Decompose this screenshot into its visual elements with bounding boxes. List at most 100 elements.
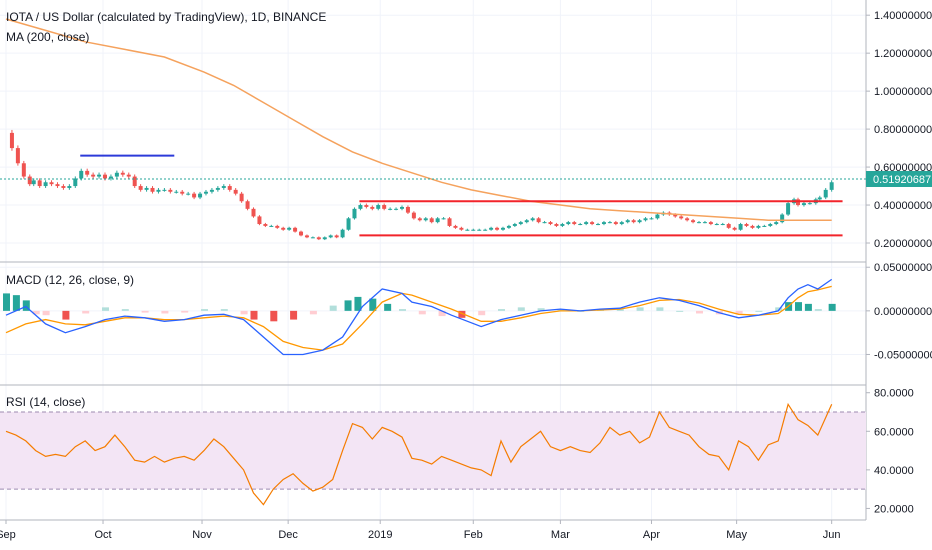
candle-body	[97, 174, 102, 177]
candle-body	[441, 218, 446, 220]
macd-histogram-bar	[676, 310, 684, 312]
time-tick-label: Nov	[192, 529, 212, 541]
macd-histogram-bar	[220, 309, 228, 311]
candle-body	[269, 225, 274, 227]
macd-histogram-bar	[3, 293, 10, 311]
candle-body	[465, 229, 470, 231]
candle-body	[708, 222, 713, 225]
candle-body	[79, 170, 84, 179]
candle-body	[489, 227, 494, 230]
candle-body	[495, 227, 500, 230]
candle-body	[536, 218, 541, 223]
candle-body	[459, 227, 464, 230]
macd-histogram-bar	[270, 310, 278, 322]
macd-histogram-bar	[795, 302, 802, 311]
macd-histogram-bar	[804, 303, 812, 311]
candle-body	[221, 186, 226, 188]
macd-histogram-bar	[636, 307, 644, 311]
macd-histogram-bar	[12, 295, 20, 311]
macd-histogram-bar	[814, 309, 822, 311]
macd-histogram-bar	[161, 310, 169, 314]
macd-histogram-bar	[735, 310, 743, 314]
candle-body	[697, 222, 701, 224]
last-price-bg	[866, 171, 932, 187]
candle-body	[281, 227, 286, 230]
candle-body	[483, 229, 488, 231]
time-tick-label: Feb	[464, 529, 483, 541]
macd-histogram-bar	[344, 300, 352, 311]
last-price-label: 0.51920687	[873, 174, 931, 186]
candle-body	[9, 132, 14, 149]
candle-body	[358, 205, 363, 209]
time-tick-label: Oct	[94, 529, 111, 541]
candle-body	[548, 222, 553, 225]
candle-body	[352, 208, 357, 219]
trendlines[interactable]	[80, 154, 843, 237]
macd-histogram-bar	[696, 310, 703, 314]
candle-body	[203, 191, 208, 194]
candle-body	[774, 222, 779, 225]
price-tick-label: 1.00000000	[874, 86, 932, 98]
candle-body	[607, 222, 612, 224]
candle-body	[423, 218, 428, 221]
candle-body	[209, 189, 214, 192]
candle-body	[174, 191, 179, 193]
candle-body	[780, 214, 785, 223]
macd-histogram-bar	[240, 310, 248, 315]
macd-tick-label: 0.05000000	[874, 262, 932, 274]
candle-body	[275, 225, 280, 228]
candle-body	[801, 203, 806, 206]
candle-body	[239, 193, 244, 202]
macd-histogram-bar	[828, 303, 836, 311]
candle-body	[471, 229, 476, 231]
candle-body	[61, 186, 66, 188]
macd-histogram-bar	[656, 307, 664, 311]
candle-body	[257, 216, 262, 225]
candle-body	[73, 178, 78, 187]
candle-body	[768, 224, 773, 226]
macd-indicator-label[interactable]: MACD (12, 26, close, 9)	[6, 273, 134, 287]
candle-body	[400, 206, 404, 209]
macd-histogram-bar	[384, 303, 392, 311]
candle-body	[233, 189, 238, 194]
rsi-indicator-label[interactable]: RSI (14, close)	[6, 395, 85, 409]
candle-body	[215, 187, 220, 190]
macd-histogram-bar	[517, 307, 525, 311]
candle-body	[738, 224, 743, 230]
rsi-axis[interactable]: 80.0000 60.0000 40.0000 20.0000	[866, 388, 914, 516]
rsi-tick-label: 60.0000	[874, 426, 914, 438]
candle-body	[299, 231, 304, 236]
candle-body	[156, 189, 161, 192]
candle-body	[405, 206, 410, 213]
time-tick-label: Mar	[551, 529, 570, 541]
macd-histogram-bar	[121, 309, 129, 311]
macd-histogram-bar	[22, 300, 30, 311]
time-tick-label: Dec	[278, 529, 298, 541]
time-tick-label: 2019	[368, 529, 392, 541]
candle-body	[138, 186, 143, 190]
candle-body	[578, 224, 583, 226]
chart-title: IOTA / US Dollar (calculated by TradingV…	[6, 10, 326, 24]
macd-histogram-bar	[458, 310, 466, 318]
candle-body	[85, 170, 90, 175]
macd-line	[5, 278, 833, 356]
ma-indicator-label[interactable]: MA (200, close)	[6, 30, 89, 44]
candle-body	[67, 186, 72, 188]
candle-body	[453, 225, 458, 228]
candle-body	[49, 182, 54, 185]
candle-body	[518, 222, 523, 225]
macd-histogram-bar	[329, 305, 337, 311]
candle-body	[376, 205, 381, 209]
candle-body	[162, 189, 167, 191]
macd-axis[interactable]: 0.05000000 0.00000000 -0.05000000	[866, 262, 932, 361]
macd-histogram-bar	[755, 310, 763, 312]
rsi-band-fill	[0, 412, 866, 490]
candle-body	[346, 218, 351, 230]
macd-histogram-bar	[775, 307, 783, 311]
time-axis[interactable]: Sep Oct Nov Dec 2019 Feb Mar Apr May Jun	[0, 520, 841, 541]
candle-body	[560, 224, 565, 226]
time-tick-label: May	[726, 529, 747, 541]
candle-body	[15, 148, 20, 164]
candle-body	[334, 235, 339, 238]
